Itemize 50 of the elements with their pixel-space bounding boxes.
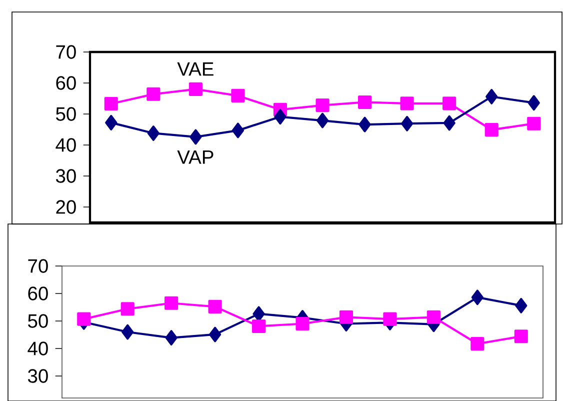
point	[190, 129, 202, 145]
point	[122, 324, 134, 340]
point	[358, 95, 372, 109]
y-tick-label: 40	[56, 138, 76, 152]
point	[274, 109, 286, 124]
series-label: VAE	[177, 62, 214, 76]
point	[515, 298, 528, 314]
y-tick-label: 70	[28, 259, 48, 273]
point	[105, 114, 118, 130]
series-label: VAP	[177, 150, 214, 164]
point	[232, 122, 244, 138]
y-tick-label: 50	[28, 314, 48, 328]
point	[400, 96, 414, 110]
point	[316, 112, 329, 128]
y-tick-label: 30	[56, 169, 76, 183]
point	[527, 116, 541, 130]
point	[426, 310, 440, 324]
point	[442, 96, 456, 110]
point	[486, 88, 498, 104]
point	[401, 116, 414, 132]
y-tick-label: 60	[56, 76, 76, 90]
point	[252, 319, 266, 334]
point	[77, 312, 91, 326]
point	[484, 123, 498, 137]
point	[120, 302, 134, 316]
point	[471, 290, 484, 306]
y-tick-label: 70	[56, 45, 76, 59]
point	[316, 98, 330, 112]
point	[104, 96, 118, 111]
point	[514, 330, 528, 344]
y-tick-label: 30	[28, 369, 48, 383]
point	[528, 95, 540, 111]
point	[470, 337, 484, 351]
point	[164, 296, 178, 310]
point	[231, 88, 245, 102]
y-tick-label: 60	[28, 286, 48, 300]
point	[443, 115, 456, 131]
point	[147, 126, 160, 141]
point	[296, 316, 310, 331]
point	[146, 87, 160, 101]
y-tick-label: 50	[56, 107, 76, 121]
y-tick-label: 40	[28, 342, 48, 356]
point	[208, 300, 222, 314]
y-tick-label: 20	[56, 200, 76, 214]
point	[339, 310, 354, 324]
point	[358, 116, 371, 132]
point	[188, 82, 202, 96]
point	[165, 330, 178, 346]
point	[383, 312, 397, 326]
point	[209, 326, 222, 342]
